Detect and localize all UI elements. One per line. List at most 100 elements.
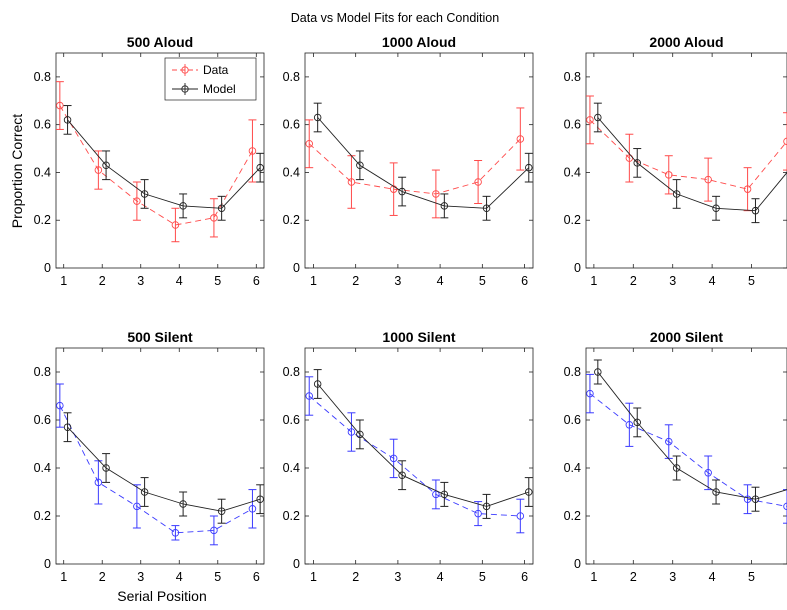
panel-2: 1000 Aloud 0 0.2 0.4 0.6 0.8 1 2 3 4 5 6 [283, 34, 534, 288]
data-point [525, 488, 533, 496]
y-tick-label: 0.4 [34, 165, 51, 179]
series-line [589, 393, 787, 507]
x-tick-label: 3 [394, 274, 401, 288]
x-tick-label: 5 [748, 274, 755, 288]
data-point [743, 185, 752, 193]
axes-frame [585, 347, 787, 565]
series-line [67, 119, 261, 209]
data-point [625, 421, 634, 429]
data-point [210, 214, 218, 222]
x-tick-label: 4 [437, 570, 444, 584]
data-point [712, 204, 720, 213]
data-point [313, 380, 322, 388]
data-point [783, 502, 787, 511]
axes-frame [304, 347, 534, 565]
plot-area [586, 95, 787, 224]
series-line [308, 395, 521, 517]
data-point [474, 509, 482, 518]
panel-title: 2000 Silent [650, 329, 723, 345]
data-point [248, 147, 257, 155]
x-tick-label: 4 [176, 570, 183, 584]
x-tick-label: 1 [310, 570, 317, 584]
y-tick-label: 0.2 [34, 509, 51, 523]
x-tick-label: 2 [99, 274, 106, 288]
data-point [751, 206, 760, 215]
y-tick-label: 0 [293, 261, 300, 275]
x-axis-label: Serial Position [117, 588, 207, 604]
data-point [516, 135, 525, 143]
model-series [313, 369, 533, 519]
y-tick-label: 0 [293, 557, 300, 571]
y-tick-label: 0 [44, 261, 51, 275]
data-point [525, 163, 533, 172]
y-tick-label: 0.4 [564, 461, 581, 475]
data-point [140, 190, 149, 198]
x-tick-label: 3 [394, 570, 401, 584]
data-point [56, 401, 64, 410]
data-point [356, 430, 364, 439]
data-point [783, 137, 787, 146]
data-point [398, 187, 406, 196]
x-tick-label: 5 [214, 570, 221, 584]
data-point [712, 488, 720, 496]
data-point [140, 488, 149, 496]
data-point [56, 101, 64, 110]
legend-label: Data [203, 63, 229, 77]
data-point [94, 478, 103, 487]
plot-area [56, 383, 264, 546]
data-point [482, 502, 491, 511]
data-series [56, 383, 257, 546]
data-point [743, 495, 752, 503]
axes-frame [55, 347, 265, 565]
y-tick-label: 0.4 [564, 165, 581, 179]
legend-marker [181, 66, 189, 74]
y-tick-label: 0.6 [34, 118, 51, 132]
x-tick-label: 2 [99, 570, 106, 584]
series-line [59, 105, 253, 226]
data-point [133, 197, 141, 205]
data-point [179, 202, 187, 210]
data-point [665, 437, 673, 446]
legend-model: Model [172, 82, 236, 96]
data-point [305, 140, 313, 148]
y-tick-label: 0.2 [564, 213, 581, 227]
y-tick-label: 0 [574, 557, 581, 571]
y-tick-label: 0.8 [283, 70, 300, 84]
x-tick-label: 3 [669, 570, 676, 584]
model-series [593, 359, 787, 512]
series-line [67, 426, 261, 512]
y-tick-label: 0.4 [34, 461, 51, 475]
data-point [751, 495, 760, 503]
data-point [398, 471, 406, 479]
data-point [63, 116, 72, 124]
data-point [586, 389, 594, 398]
x-tick-label: 3 [137, 274, 144, 288]
data-point [217, 204, 226, 213]
series-line [597, 117, 787, 212]
y-tick-label: 0.8 [34, 365, 51, 379]
y-tick-label: 0.6 [564, 118, 581, 132]
x-tick-label: 4 [709, 570, 716, 584]
data-point [633, 418, 641, 427]
y-tick-label: 0.8 [283, 365, 300, 379]
x-tick-label: 4 [176, 274, 183, 288]
y-tick-label: 0.8 [34, 70, 51, 84]
y-tick-label: 0.2 [283, 213, 300, 227]
data-point [313, 113, 322, 122]
series-line [308, 138, 521, 195]
data-point [63, 423, 72, 431]
data-point [248, 505, 257, 513]
y-tick-label: 0.8 [564, 70, 581, 84]
x-tick-label: 6 [521, 570, 528, 584]
data-point [256, 163, 264, 172]
legend-marker [181, 85, 189, 93]
data-point [516, 512, 525, 520]
data-point [389, 454, 398, 463]
data-point [704, 469, 712, 477]
data-point [594, 368, 602, 376]
plot-area [305, 102, 533, 221]
y-tick-label: 0.2 [34, 213, 51, 227]
y-tick-label: 0.6 [564, 413, 581, 427]
x-tick-label: 1 [60, 274, 67, 288]
